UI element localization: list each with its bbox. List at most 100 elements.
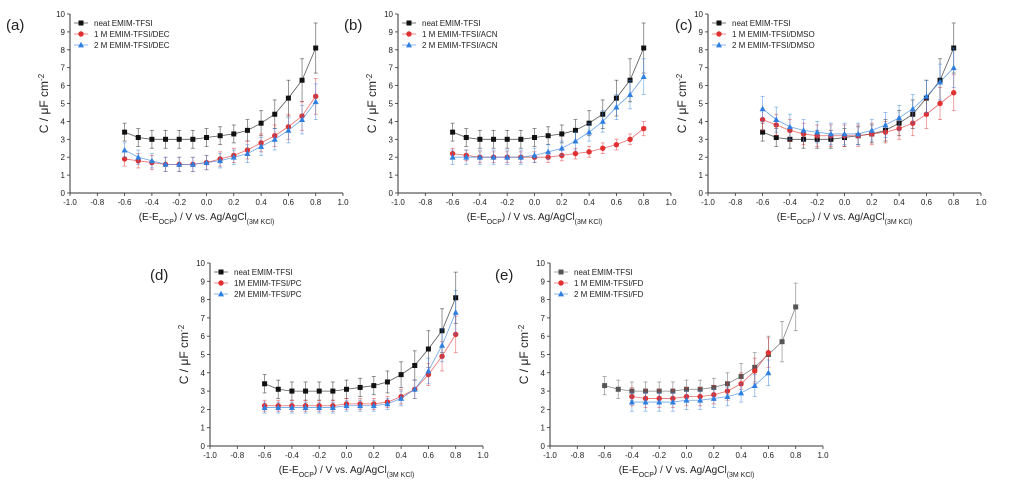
data-point	[504, 136, 510, 142]
data-point	[827, 130, 834, 137]
data-point	[697, 397, 704, 403]
data-point	[937, 78, 944, 85]
legend-label: neat EMIM-TFSI	[94, 19, 153, 28]
legend-label: neat EMIM-TFSI	[574, 268, 633, 277]
x-axis-title-middle: ) / V vs. Ag/AgCl	[812, 212, 885, 223]
y-tick-label: 6	[201, 332, 206, 341]
data-series	[261, 290, 459, 414]
data-point	[449, 154, 456, 160]
x-tick-label: -0.4	[473, 198, 487, 207]
data-point	[285, 127, 292, 133]
y-tick-label: 3	[201, 387, 206, 396]
y-axis-title-main: C / μF cm	[365, 81, 379, 133]
x-tick-label: -0.2	[652, 451, 666, 460]
x-tick-label: -0.4	[783, 198, 797, 207]
data-point	[303, 388, 309, 394]
data-point	[384, 379, 390, 385]
y-axis-title-superscript: -2	[177, 324, 186, 332]
y-tick-label: 1	[541, 424, 546, 433]
chart-panel: (a) -1.0 -0.8 -0.6 -0.4 -0.2 0.0 0.2 0.4 0.6 0.8 1.…	[6, 10, 349, 226]
data-point	[531, 152, 538, 158]
y-axis-title-main: C / μF cm	[37, 81, 51, 133]
data-point	[463, 135, 469, 141]
y-axis-title: C / μF cm-2	[37, 73, 52, 133]
y-tick-label: 3	[699, 135, 704, 144]
data-point	[613, 141, 620, 148]
y-tick-label: 9	[541, 277, 546, 286]
y-axis-title-superscript: -2	[365, 73, 374, 81]
x-axis-title-main: (E-E	[279, 465, 299, 476]
data-point	[122, 129, 128, 135]
x-tick-label: 0.8	[790, 451, 802, 460]
data-point	[615, 386, 621, 392]
data-series	[449, 58, 647, 165]
x-tick-label: -1.0	[203, 451, 217, 460]
data-point	[613, 103, 620, 110]
data-point	[261, 404, 268, 410]
data-point	[288, 404, 295, 410]
y-tick-label: 7	[389, 64, 394, 73]
y-tick-label: 7	[61, 64, 66, 73]
data-point	[463, 154, 470, 160]
y-tick-label: 0	[699, 189, 704, 198]
y-tick-label: 7	[699, 64, 704, 73]
x-axis-title: (E-EOCP) / V vs. Ag/AgCl(3M KCl)	[139, 212, 275, 226]
data-point	[627, 91, 634, 97]
data-point	[258, 143, 265, 149]
data-point	[302, 404, 309, 410]
data-point	[299, 116, 306, 123]
x-tick-label: 0.0	[529, 198, 541, 207]
x-tick-label: 1.0	[665, 198, 677, 207]
x-tick-label: -1.0	[701, 198, 715, 207]
y-tick-label: 1	[61, 171, 66, 180]
x-tick-label: 0.4	[256, 198, 268, 207]
panel-label: (b)	[344, 17, 362, 34]
y-tick-label: 5	[61, 100, 66, 109]
y-axis-title-superscript: -2	[675, 73, 684, 81]
y-tick-label: 9	[699, 28, 704, 37]
legend-label: neat EMIM-TFSI	[234, 268, 293, 277]
data-point	[312, 98, 319, 105]
data-point	[641, 125, 647, 132]
data-point	[491, 136, 497, 142]
data-point	[765, 349, 772, 356]
y-tick-label: 8	[541, 296, 546, 305]
x-tick-label: -0.6	[598, 451, 612, 460]
chart-panel: (b) -1.0 -0.8 -0.6 -0.4 -0.2 0.0 0.2 0.4 0.6 0.8 1.…	[344, 10, 677, 226]
data-point	[262, 381, 268, 387]
panel-label: (c)	[675, 17, 693, 34]
data-point	[909, 105, 916, 112]
data-point	[752, 368, 758, 374]
y-tick-label: 5	[699, 100, 704, 109]
x-tick-label: -0.4	[285, 451, 299, 460]
data-point	[313, 45, 319, 51]
data-point	[937, 100, 943, 107]
legend-marker	[558, 269, 564, 275]
data-point	[600, 145, 606, 151]
data-point	[738, 389, 745, 396]
data-series	[122, 22, 319, 149]
y-axis-title: C / μF cm-2	[177, 324, 192, 384]
x-axis-title-subscript: OCP	[639, 472, 655, 479]
legend-marker	[406, 20, 412, 26]
data-point	[425, 367, 432, 374]
data-point	[411, 386, 418, 392]
data-point	[203, 159, 210, 165]
data-point	[275, 386, 281, 392]
y-axis-title-main: C / μF cm	[517, 332, 531, 384]
x-tick-label: 0.4	[584, 198, 596, 207]
x-tick-label: 0.2	[368, 451, 380, 460]
data-point	[299, 77, 305, 83]
y-tick-label: 0	[541, 442, 546, 451]
x-tick-label: 0.6	[423, 451, 435, 460]
data-point	[217, 133, 223, 139]
data-point	[669, 398, 676, 405]
panel-label: (a)	[6, 17, 24, 34]
x-axis-title-subscript: (3M KCl)	[387, 472, 415, 479]
x-tick-label: 0.2	[708, 451, 720, 460]
data-point	[275, 404, 282, 410]
y-tick-label: 10	[536, 259, 545, 268]
data-point	[271, 136, 278, 142]
data-point	[724, 393, 731, 399]
